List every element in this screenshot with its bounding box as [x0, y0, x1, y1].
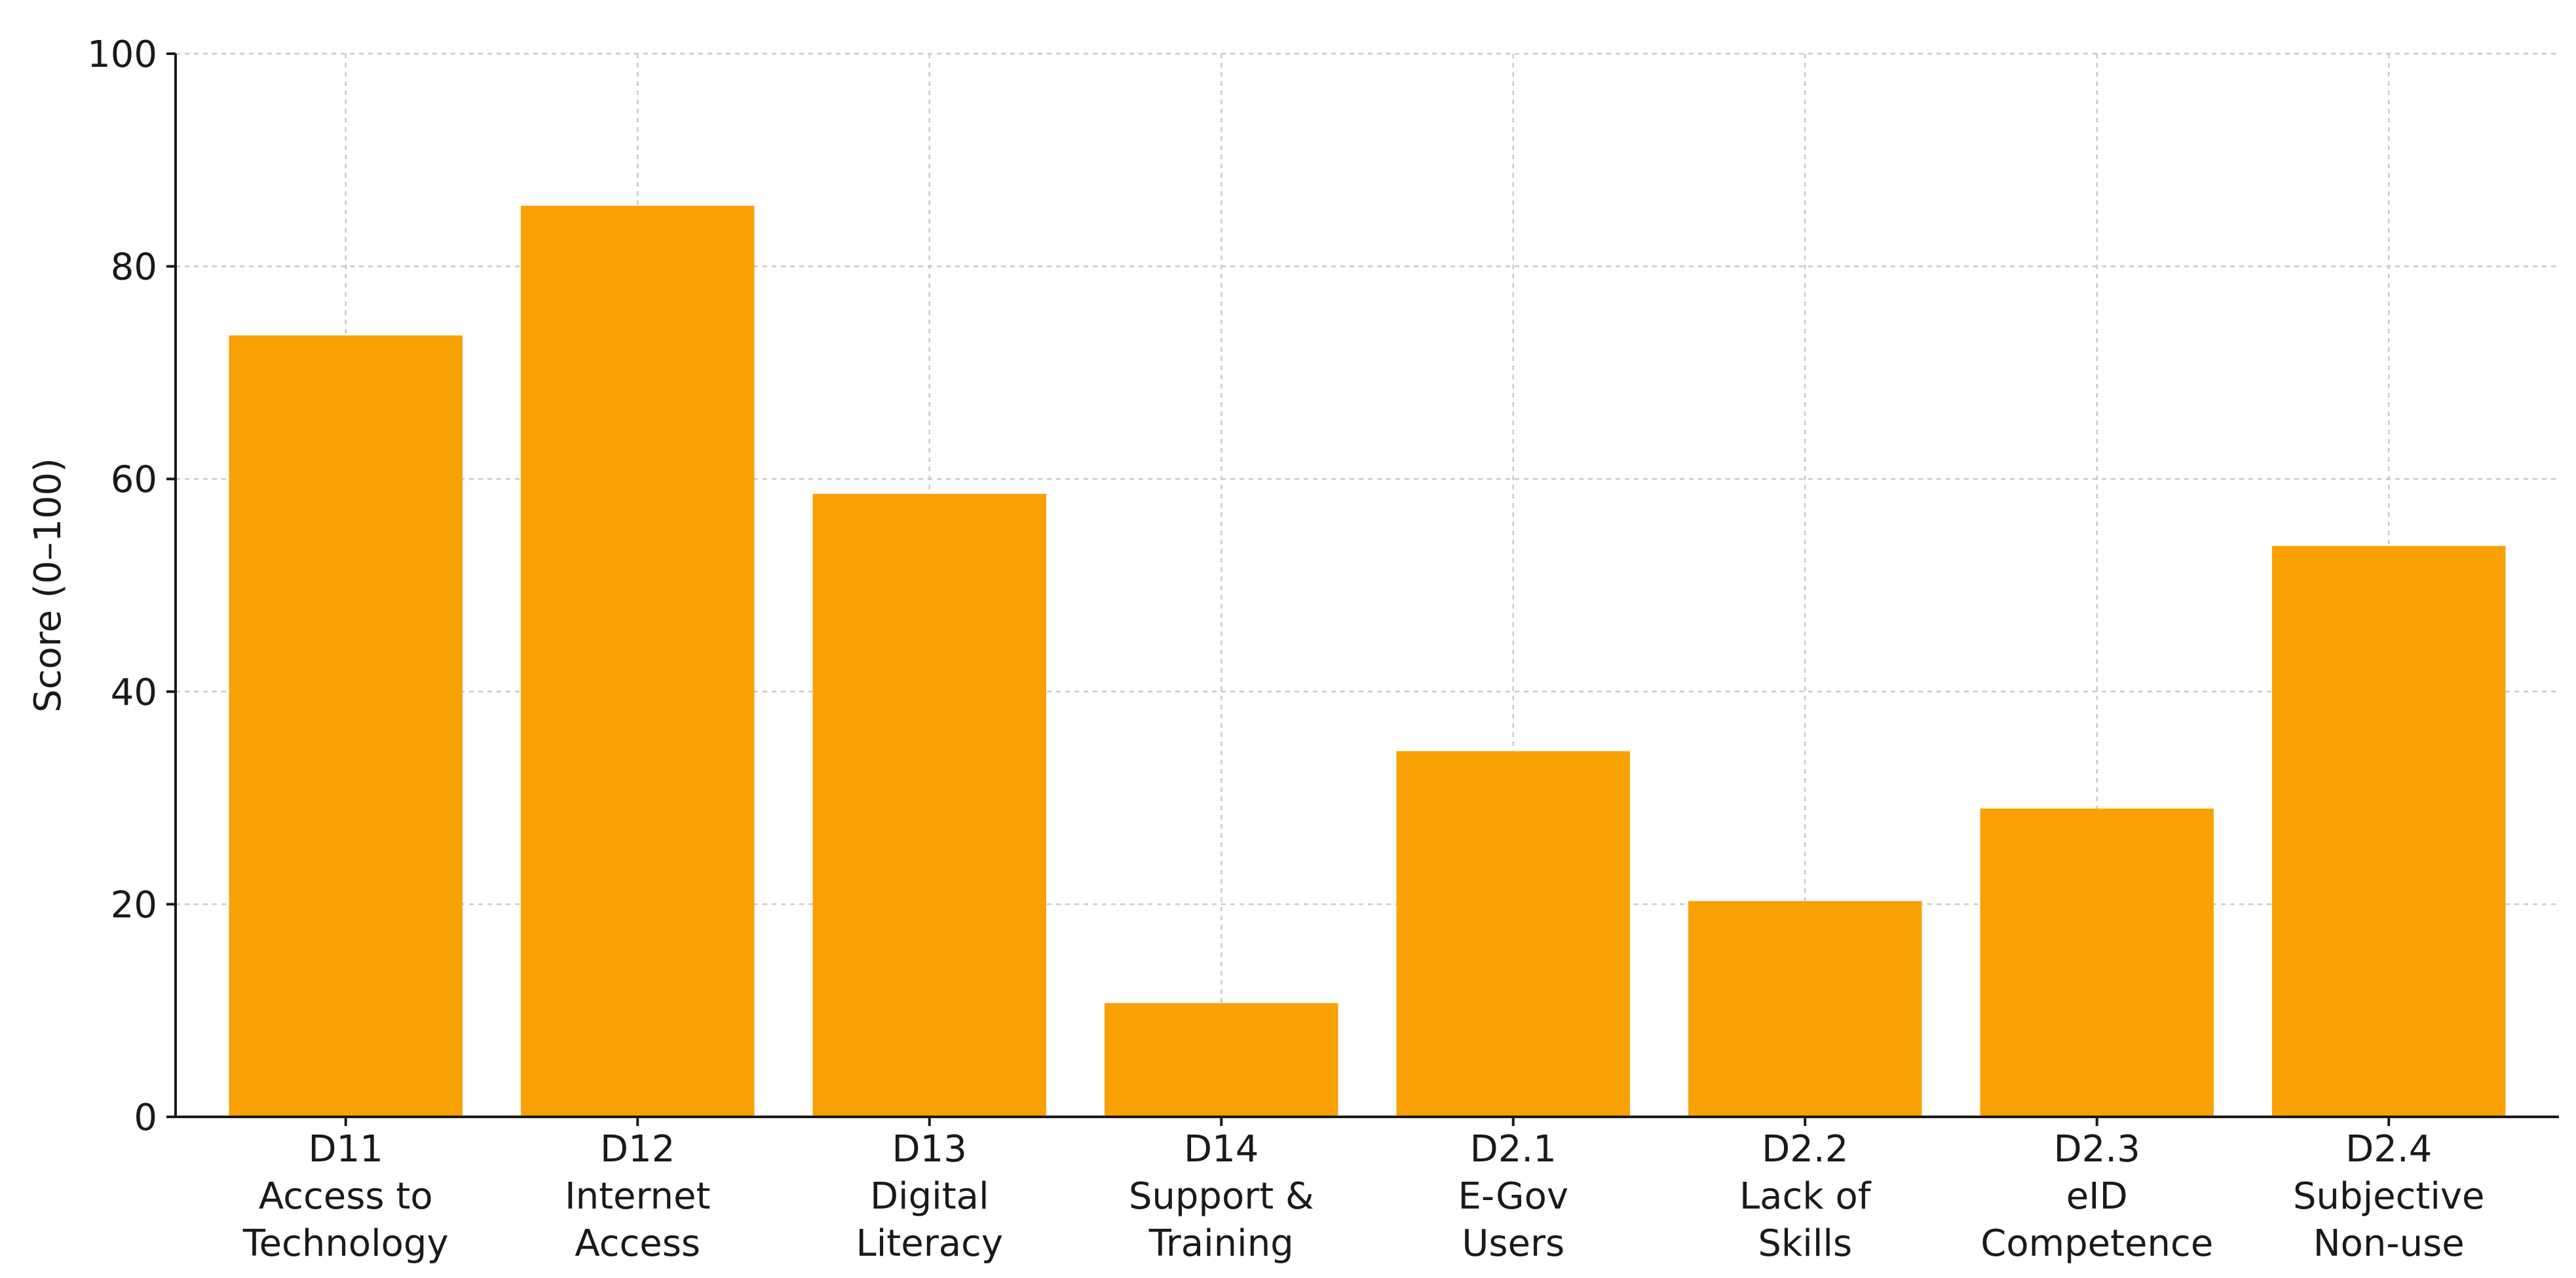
x-tick-label: D2.4 Subjective Non-use — [2293, 1128, 2485, 1265]
bar — [1688, 901, 1922, 1117]
y-ticks: 0 20 40 60 80 100 — [87, 33, 176, 1139]
x-tick-label: D2.2 Lack of Skills — [1739, 1128, 1872, 1265]
x-tick-label-line: D13 — [892, 1128, 967, 1171]
bar — [812, 493, 1046, 1117]
x-tick-label-line: Support & — [1129, 1175, 1314, 1218]
x-tick-label: D14 Support & Training — [1129, 1128, 1314, 1265]
y-tick-label: 40 — [111, 671, 157, 714]
y-tick-label: 60 — [111, 459, 157, 501]
x-tick-label: D12 Internet Access — [565, 1128, 710, 1265]
x-tick-label-line: Internet — [565, 1175, 710, 1218]
x-tick-label-line: D2.1 — [1470, 1128, 1557, 1171]
x-tick-label: D2.1 E-Gov Users — [1458, 1128, 1568, 1265]
x-tick-label-line: Technology — [242, 1222, 449, 1265]
bar — [1396, 751, 1630, 1117]
x-tick-label-line: Access — [575, 1222, 700, 1265]
x-tick-label-line: Access to — [259, 1175, 433, 1218]
bar — [1105, 1003, 1338, 1117]
bars — [229, 206, 2506, 1117]
bar — [521, 206, 755, 1117]
x-tick-label-line: Skills — [1758, 1222, 1852, 1265]
x-tick-label: D13 Digital Literacy — [856, 1128, 1003, 1265]
x-tick-label-line: D11 — [309, 1128, 383, 1171]
x-tick-label-line: eID — [2066, 1175, 2128, 1218]
x-tick-label-line: D12 — [600, 1128, 675, 1171]
x-tick-label-line: D2.4 — [2345, 1128, 2432, 1171]
y-tick-label: 20 — [111, 884, 157, 926]
x-tick-label-line: Lack of — [1739, 1175, 1872, 1218]
x-tick-label-line: Digital — [870, 1175, 989, 1218]
x-tick-label-line: Non-use — [2313, 1222, 2465, 1265]
x-tick-label-line: D14 — [1184, 1128, 1259, 1171]
x-tick-label-line: E-Gov — [1458, 1175, 1568, 1218]
x-tick-label-line: Users — [1462, 1222, 1564, 1265]
axes — [174, 54, 2559, 1118]
bar — [1980, 808, 2214, 1117]
x-tick-label-line: Literacy — [856, 1222, 1003, 1265]
x-tick-label-line: Training — [1148, 1222, 1294, 1265]
y-tick-label: 0 — [134, 1097, 157, 1139]
x-tick-label: D11 Access to Technology — [242, 1128, 449, 1265]
y-tick-label: 80 — [111, 246, 157, 289]
x-tick-label-line: Subjective — [2293, 1175, 2485, 1218]
bar — [229, 335, 463, 1117]
bar — [2272, 546, 2506, 1117]
y-tick-label: 100 — [87, 33, 157, 76]
x-tick-label-line: Competence — [1980, 1222, 2213, 1265]
x-tick-label-line: D2.2 — [1762, 1128, 1848, 1171]
x-tick-label-line: D2.3 — [2054, 1128, 2140, 1171]
x-tick-label: D2.3 eID Competence — [1980, 1128, 2213, 1265]
y-axis-title: Score (0–100) — [27, 458, 69, 713]
